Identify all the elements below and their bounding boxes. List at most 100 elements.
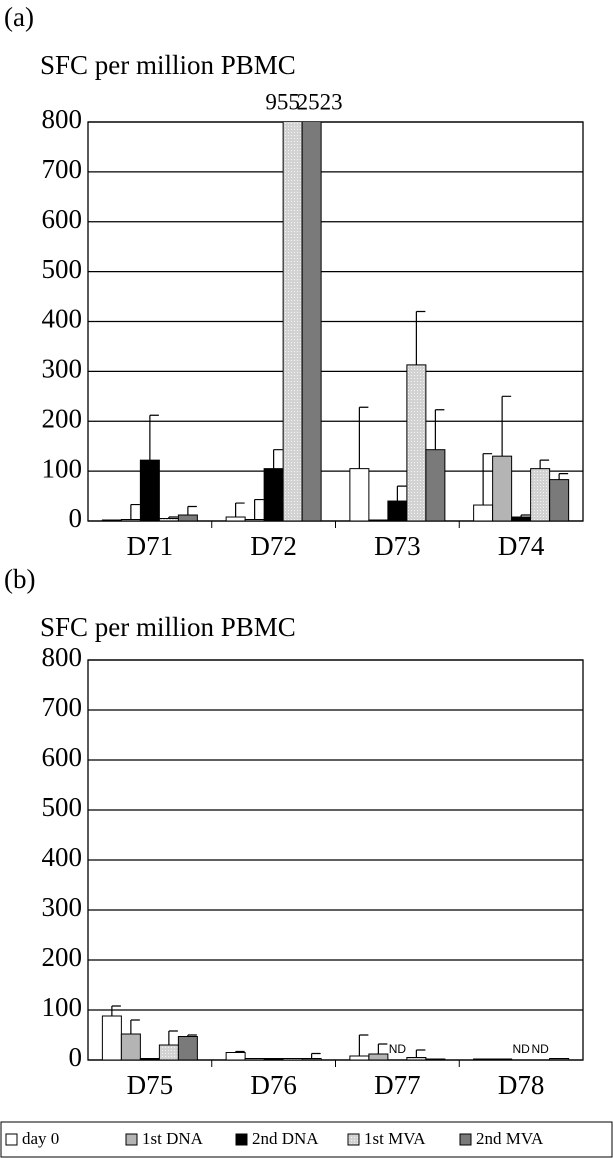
error-bar — [539, 459, 550, 469]
y-tick-label: 400 — [42, 842, 83, 872]
bar — [225, 516, 246, 521]
y-axis-label: SFC per million PBMC — [40, 50, 296, 80]
error-bar — [111, 1005, 121, 1016]
legend-label: 1st MVA — [364, 1129, 426, 1148]
bar — [158, 518, 179, 521]
bars — [101, 122, 570, 521]
bar — [177, 1036, 198, 1060]
legend-swatch — [347, 1133, 360, 1146]
x-tick-label: D77 — [374, 1070, 421, 1100]
bar — [282, 1058, 303, 1060]
bar — [406, 364, 427, 521]
error-bar — [434, 409, 445, 450]
bar — [492, 1058, 513, 1060]
bar — [349, 468, 370, 521]
bar — [263, 1058, 284, 1060]
value-label: ND — [531, 1042, 549, 1056]
bar — [425, 449, 446, 521]
legend-label: 1st DNA — [142, 1129, 204, 1148]
error-bar — [168, 1030, 178, 1045]
error-bar — [482, 453, 493, 506]
y-tick-label: 500 — [42, 254, 83, 284]
y-tick-label: 200 — [42, 942, 83, 972]
error-bar — [520, 514, 531, 518]
error-bar — [358, 1034, 369, 1056]
error-bar — [415, 310, 426, 365]
legend-swatch — [5, 1133, 18, 1146]
y-tick-label: 0 — [69, 1042, 83, 1072]
bar — [101, 519, 122, 521]
x-tick-label: D75 — [127, 1070, 174, 1100]
bar — [549, 479, 570, 521]
panel-label: (a) — [4, 2, 34, 32]
bar — [139, 1058, 160, 1060]
error-bar — [358, 406, 369, 469]
bar — [139, 459, 160, 521]
y-tick-label: 400 — [42, 304, 83, 334]
y-tick-label: 300 — [42, 354, 83, 384]
bar — [158, 1044, 179, 1060]
bar — [530, 468, 551, 521]
bar — [282, 122, 303, 521]
legend-box — [0, 1121, 613, 1158]
error-bar — [187, 1034, 197, 1037]
bar — [368, 519, 389, 521]
y-tick-label: 100 — [42, 992, 83, 1022]
legend-label: day 0 — [22, 1129, 59, 1148]
bar — [473, 1058, 494, 1060]
legend-label: 2nd DNA — [252, 1129, 319, 1148]
bar — [263, 468, 284, 521]
error-bar — [273, 449, 283, 469]
panel-label: (b) — [4, 564, 35, 594]
x-tick-label: D76 — [250, 1070, 297, 1100]
y-tick-label: 600 — [42, 742, 83, 772]
y-tick-label: 0 — [69, 503, 83, 533]
error-bar — [187, 505, 197, 516]
y-tick-label: 500 — [42, 792, 83, 822]
x-tick-label: D71 — [127, 531, 174, 561]
bar — [244, 519, 265, 521]
bar — [244, 1058, 265, 1060]
x-tick-label: D72 — [250, 531, 297, 561]
bar — [177, 514, 198, 521]
legend-swatch — [459, 1133, 472, 1146]
bar — [549, 1058, 570, 1060]
y-tick-label: 300 — [42, 892, 83, 922]
bar — [387, 500, 408, 521]
bar — [473, 504, 494, 521]
x-tick-label: D78 — [498, 1070, 545, 1100]
value-label: 2523 — [297, 89, 343, 114]
bars — [101, 1005, 570, 1060]
bar — [511, 516, 532, 521]
value-label: ND — [512, 1042, 530, 1056]
y-axis-label: SFC per million PBMC — [40, 612, 296, 642]
bar — [406, 1057, 427, 1060]
bar — [492, 455, 513, 521]
error-bar — [558, 473, 569, 480]
value-label: ND — [389, 1042, 407, 1056]
bar — [425, 1058, 446, 1060]
legend-swatch — [235, 1133, 248, 1146]
error-bar — [415, 1049, 426, 1058]
error-bar — [130, 1019, 140, 1034]
bar — [368, 1053, 389, 1060]
bar — [120, 519, 141, 521]
error-bar — [396, 485, 407, 502]
bar — [225, 1052, 246, 1060]
error-bar — [254, 498, 264, 520]
y-tick-label: 800 — [42, 104, 83, 134]
x-tick-label: D73 — [374, 531, 421, 561]
bar — [349, 1055, 370, 1060]
error-bar — [377, 1043, 388, 1054]
error-bar — [130, 503, 140, 520]
y-tick-label: 800 — [42, 642, 83, 672]
y-tick-label: 100 — [42, 453, 83, 483]
bar — [120, 1033, 141, 1060]
bar — [301, 1058, 322, 1060]
error-bar — [149, 414, 159, 461]
error-bar — [501, 395, 512, 457]
y-tick-label: 700 — [42, 692, 83, 722]
error-bar — [168, 516, 178, 519]
legend-swatch — [125, 1133, 138, 1146]
